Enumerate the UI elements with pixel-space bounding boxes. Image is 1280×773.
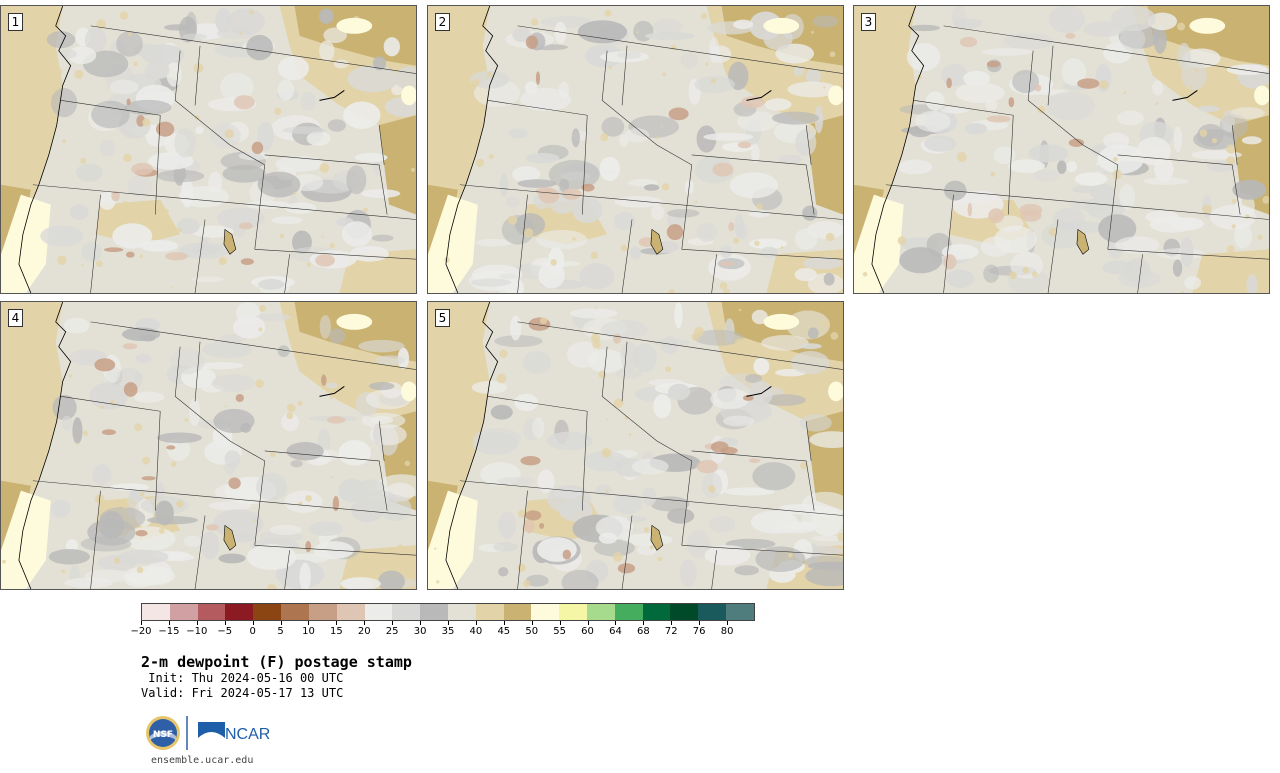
svg-text:NCAR: NCAR (225, 726, 270, 743)
colorbar-tick (643, 621, 645, 625)
ncar-logo: NCAR (198, 722, 270, 743)
colorbar-tick-label: 60 (581, 626, 594, 637)
panel-number: 3 (861, 13, 876, 31)
dewpoint-map (428, 6, 843, 293)
website-url: ensemble.ucar.edu (151, 755, 254, 766)
colorbar-swatch (447, 604, 476, 620)
colorbar-tick-label: −20 (130, 626, 152, 637)
valid-time: Valid: Fri 2024-05-17 13 UTC (141, 686, 344, 700)
colorbar-swatch (642, 604, 671, 620)
colorbar-tick (420, 621, 422, 625)
colorbar-tick (280, 621, 282, 625)
colorbar-swatch (336, 604, 365, 620)
dewpoint-map (854, 6, 1269, 293)
colorbar-swatch (364, 604, 393, 620)
map-panel-2: 2 (427, 5, 844, 294)
colorbar-tick-label: 64 (609, 626, 622, 637)
panel-number: 5 (435, 309, 450, 327)
colorbar-tick-label: 0 (249, 626, 256, 637)
colorbar-tick (392, 621, 394, 625)
init-time: Init: Thu 2024-05-16 00 UTC (141, 671, 344, 685)
colorbar-tick (448, 621, 449, 625)
colorbar-swatch (559, 604, 587, 620)
colorbar-tick (224, 621, 226, 625)
colorbar-tick-label: 15 (329, 626, 343, 637)
colorbar-swatch (308, 604, 337, 620)
panel-number: 2 (435, 13, 450, 31)
colorbar-tick (615, 621, 617, 625)
colorbar-swatch (475, 604, 504, 620)
colorbar-swatch (726, 604, 754, 620)
dewpoint-map (1, 302, 416, 589)
colorbar-swatch (420, 604, 448, 620)
colorbar-tick-label: 30 (413, 626, 427, 637)
colorbar-tick (252, 621, 254, 625)
colorbar-tick (141, 621, 142, 625)
colorbar-tick-label: 55 (553, 626, 566, 637)
colorbar-swatch (142, 604, 170, 620)
dewpoint-map (1, 6, 416, 293)
nsf-logo: NSF (146, 716, 180, 750)
map-panel-1: 1 (0, 5, 417, 294)
colorbar-swatch (169, 604, 198, 620)
colorbar-tick (587, 621, 589, 625)
colorbar-tick (671, 621, 673, 625)
colorbar-swatch (614, 604, 643, 620)
colorbar-tick-label: 80 (720, 626, 734, 637)
colorbar-swatch (670, 604, 699, 620)
colorbar-swatch (225, 604, 254, 620)
dewpoint-map (428, 302, 843, 589)
colorbar-swatch (503, 604, 532, 620)
map-panel-4: 4 (0, 301, 417, 590)
colorbar-tick (308, 621, 310, 625)
colorbar-tick-label: 50 (525, 626, 539, 637)
colorbar-tick-label: 25 (385, 626, 399, 637)
colorbar-tick (503, 621, 505, 625)
colorbar-swatch (392, 604, 421, 620)
map-panel-5: 5 (427, 301, 844, 590)
colorbar-tick (559, 621, 561, 625)
map-panel-3: 3 (853, 5, 1270, 294)
colorbar-tick-label: 45 (497, 626, 511, 637)
colorbar-swatch (698, 604, 727, 620)
colorbar-tick (699, 621, 701, 625)
colorbar-tick-label: −15 (158, 626, 180, 637)
colorbar (141, 603, 755, 621)
colorbar-tick (196, 621, 198, 625)
colorbar-tick (531, 621, 533, 625)
colorbar-tick-label: 35 (441, 626, 455, 637)
colorbar-swatch (531, 604, 560, 620)
panel-number: 4 (8, 309, 23, 327)
colorbar-tick (336, 621, 338, 625)
colorbar-tick-label: 72 (664, 626, 678, 637)
colorbar-tick-label: 76 (692, 626, 706, 637)
colorbar-tick-label: −10 (186, 626, 208, 637)
colorbar-swatch (587, 604, 615, 620)
colorbar-tick (168, 621, 170, 625)
panel-number: 1 (8, 13, 23, 31)
colorbar-tick (727, 621, 729, 625)
colorbar-swatch (281, 604, 309, 620)
colorbar-swatch (253, 604, 282, 620)
colorbar-swatch (197, 604, 226, 620)
colorbar-tick-label: 10 (302, 626, 315, 637)
colorbar-tick-label: 40 (469, 626, 483, 637)
colorbar-tick-label: 68 (636, 626, 650, 637)
colorbar-tick (475, 621, 477, 625)
colorbar-tick (364, 621, 366, 625)
colorbar-tick-label: −5 (217, 626, 233, 637)
colorbar-tick-label: 20 (357, 626, 371, 637)
figure-title: 2-m dewpoint (F) postage stamp (141, 653, 412, 671)
logos: NSF NCAR (145, 714, 275, 752)
colorbar-tick-label: 5 (277, 626, 284, 637)
svg-text:NSF: NSF (153, 730, 173, 740)
